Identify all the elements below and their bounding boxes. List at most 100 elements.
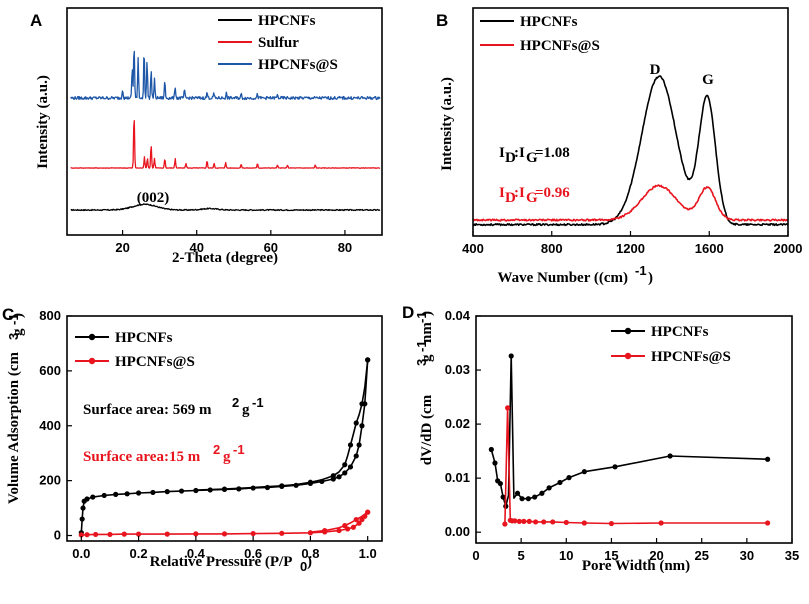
panel-c-point	[84, 532, 90, 538]
panel-b-ratio-black-d: D	[505, 150, 516, 166]
panel-d-point	[526, 518, 532, 524]
panel-c-y-g: g	[10, 328, 26, 336]
panel-c-point	[221, 531, 228, 537]
panel-d-point	[557, 479, 563, 486]
panel-c-x-label: Relative Pressure (P/P	[150, 554, 293, 570]
panel-c-point	[93, 531, 99, 538]
panel-d-x-tick-label: 10	[559, 548, 573, 563]
panel-b-series-HPCNFs	[472, 75, 789, 227]
panel-d-point	[765, 520, 771, 526]
panel-c-point	[356, 442, 362, 448]
panel-c-point	[84, 496, 90, 502]
panel-b-ratio-red-g: G	[526, 190, 538, 206]
panel-a-letter: A	[30, 11, 42, 30]
panel-c-point	[135, 531, 142, 537]
panel-b-x-tick-label: 800	[541, 241, 563, 256]
panel-d-axes	[475, 315, 793, 544]
panel-d-y-label: dV/dD (cm	[419, 394, 435, 465]
panel-d-x-tick-label: 15	[604, 548, 618, 563]
panel-c-legend-1-marker	[88, 357, 96, 365]
panel-b-g-label: G	[702, 72, 714, 88]
panel-c-letter: C	[2, 305, 14, 324]
panel-d-point	[502, 521, 508, 527]
panel-d-x-tick-label: 0	[472, 548, 479, 563]
panel-c-point	[79, 516, 85, 522]
panel-a-x-tick-label: 20	[115, 240, 129, 255]
panel-c-x-tick-label: 0.2	[130, 546, 148, 561]
panel-c-point	[353, 516, 359, 523]
panel-c-point	[279, 530, 285, 536]
panel-d-point	[508, 353, 514, 359]
panel-c-point	[342, 470, 348, 476]
panel-c-series-1	[195, 359, 369, 491]
panel-d-legend-0-label: HPCNFs	[651, 324, 709, 340]
panel-b-x-exp: -1	[635, 263, 647, 278]
panel-c-point	[307, 479, 314, 485]
panel-b-legend-1-label: HPCNFs@S	[520, 38, 600, 54]
panel-c-point	[164, 531, 170, 537]
panel-c-point	[78, 532, 84, 538]
panel-c-point	[164, 489, 170, 495]
panel-b-ratio-black-value: =1.08	[535, 145, 570, 161]
panel-d-letter: D	[402, 303, 414, 322]
panel-d-point	[550, 519, 556, 525]
panel-c-point	[221, 486, 228, 492]
panel-b-letter: B	[436, 11, 448, 30]
panel-c-point	[365, 357, 371, 363]
panel-b-ratio-red-d: D	[505, 190, 516, 206]
panel-d-point	[539, 490, 545, 496]
panel-c-axes	[66, 315, 383, 542]
panel-c-x-tick-label: 0.4	[187, 546, 206, 561]
panel-c-point	[342, 462, 348, 468]
panel-d-point	[516, 518, 522, 524]
panel-b-ratio-black-g: G	[526, 150, 538, 166]
panel-a-x-tick-label: 60	[264, 240, 278, 255]
panel-d-point	[519, 496, 525, 502]
panel-c-point	[356, 520, 362, 526]
panel-b-x-tick-label: 2000	[774, 241, 803, 256]
panel-c-point	[353, 453, 359, 459]
panel-b-ratio-red-value: =0.96	[535, 185, 570, 201]
panel-d-y-tick-label: 0.00	[445, 524, 470, 539]
panel-c-point	[279, 483, 285, 489]
panel-a-x-tick-label: 40	[189, 240, 203, 255]
panel-c-point	[80, 505, 86, 511]
panel-c-area-black-unit-exp: -1	[252, 395, 264, 410]
panel-c-point	[178, 488, 185, 494]
panel-c-area-black-exp: 2	[232, 395, 239, 410]
panel-d-point	[521, 518, 527, 524]
panel-c-area-red-exp: 2	[213, 442, 220, 457]
panel-d-point	[505, 405, 511, 411]
panel-c-area-black: Surface area: 569 m	[83, 402, 212, 418]
panel-d-point	[532, 519, 539, 525]
panel-a-x-tick-label: 80	[338, 240, 352, 255]
panel-d-legend-1-marker	[624, 352, 632, 360]
panel-b-ratio-black-i2: :I	[514, 145, 525, 161]
panel-d-point	[492, 460, 498, 466]
panel-d-y-tick-label: 0.03	[445, 362, 470, 377]
panel-c-point	[150, 489, 156, 496]
panel-d-point	[566, 475, 572, 481]
panel-c-x-tick-label: 0.8	[301, 546, 319, 561]
panel-c-y-tick-label: 0	[54, 528, 61, 543]
panel-d-legend-1-label: HPCNFs@S	[651, 349, 731, 365]
panel-c-point	[353, 420, 359, 426]
panel-d-y-tick-label: 0.04	[445, 308, 471, 323]
panel-c-point	[342, 523, 348, 529]
panel-d-point	[608, 520, 615, 527]
panel-c-point	[113, 491, 119, 497]
panel-b-x-tick-label: 400	[462, 241, 484, 256]
panel-b-d-label: D	[650, 62, 661, 78]
panel-c-point	[135, 490, 142, 496]
panel-b-ratio-red-i1: I	[499, 185, 505, 201]
panel-b-y-label: Intensity (a.u.)	[439, 77, 455, 171]
panel-b-x-label: Wave Number ((cm)	[497, 270, 628, 286]
panel-b-x-tick-label: 1200	[616, 241, 645, 256]
panel-c-area-black-unit: g	[242, 402, 250, 418]
panel-c-point	[359, 401, 365, 407]
panel-c-legend-0-marker	[88, 333, 96, 341]
panel-c-y-tick-label: 600	[39, 363, 61, 378]
panel-a-legend-0-label: HPCNFs	[258, 13, 316, 29]
panel-c-point	[350, 524, 356, 530]
